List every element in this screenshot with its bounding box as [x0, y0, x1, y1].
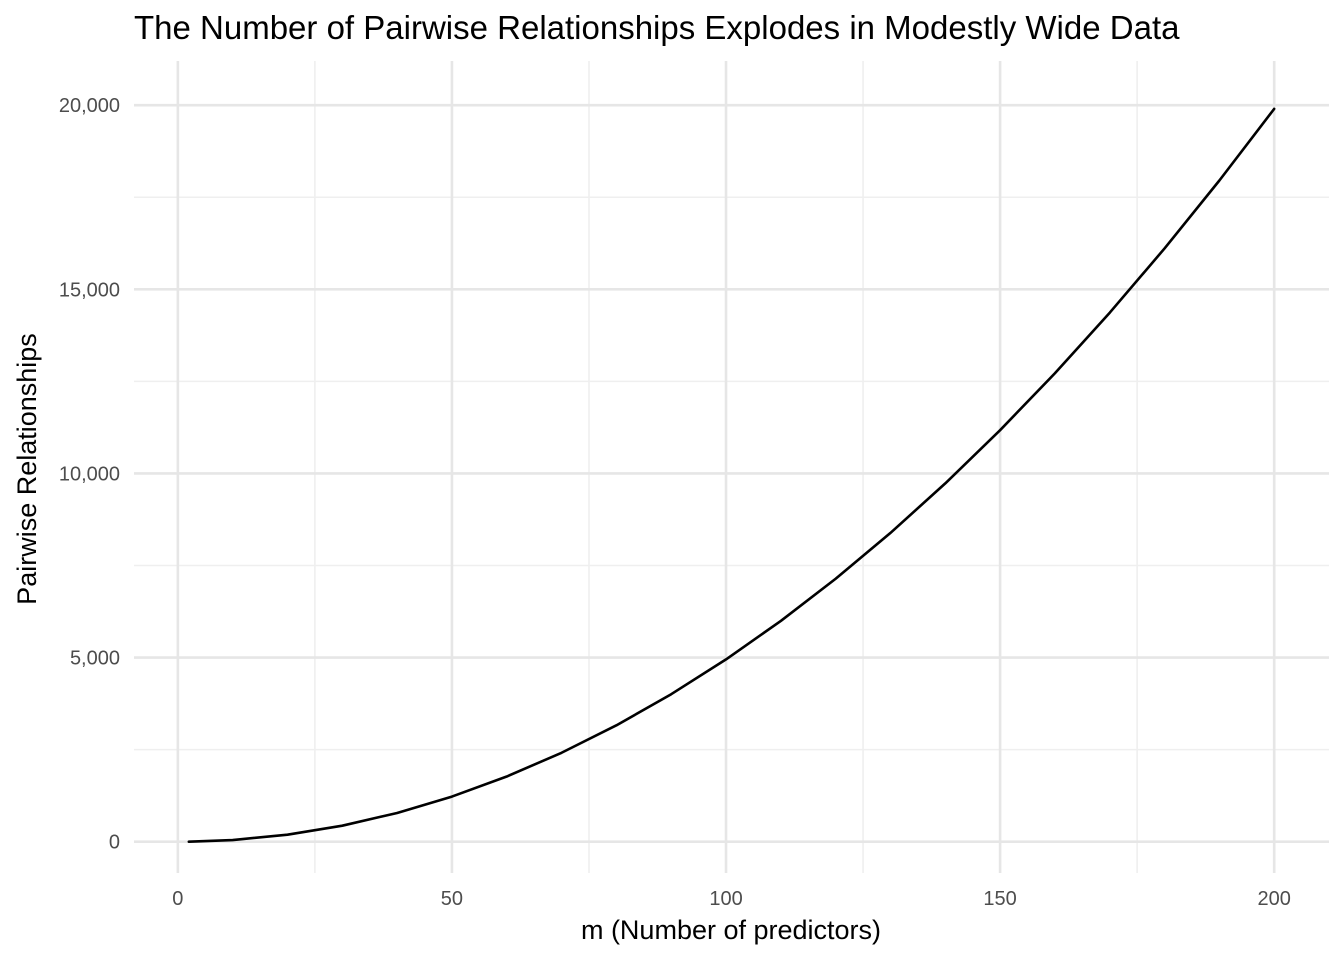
- x-tick-label: 100: [709, 888, 742, 910]
- y-tick-label: 0: [109, 832, 120, 854]
- series-layer: [187, 107, 1276, 843]
- x-axis-tick-labels: 0 50 100 150 200: [172, 888, 1291, 910]
- y-tick-label: 5,000: [70, 648, 120, 670]
- y-tick-label: 20,000: [59, 95, 120, 117]
- minor-gridlines: [134, 61, 1329, 873]
- x-tick-label: 50: [441, 888, 463, 910]
- y-axis-title: Pairwise Relationships: [12, 333, 42, 605]
- x-tick-label: 0: [172, 888, 183, 910]
- x-axis-title: m (Number of predictors): [581, 915, 881, 945]
- series-line-0: [187, 107, 1276, 843]
- y-tick-label: 10,000: [59, 463, 120, 485]
- y-tick-label: 15,000: [59, 279, 120, 301]
- x-tick-label: 150: [983, 888, 1016, 910]
- y-axis-tick-labels: 0 5,000 10,000 15,000 20,000: [59, 95, 120, 854]
- major-gridlines: [134, 61, 1329, 873]
- x-tick-label: 200: [1257, 888, 1290, 910]
- chart-title: The Number of Pairwise Relationships Exp…: [134, 9, 1180, 46]
